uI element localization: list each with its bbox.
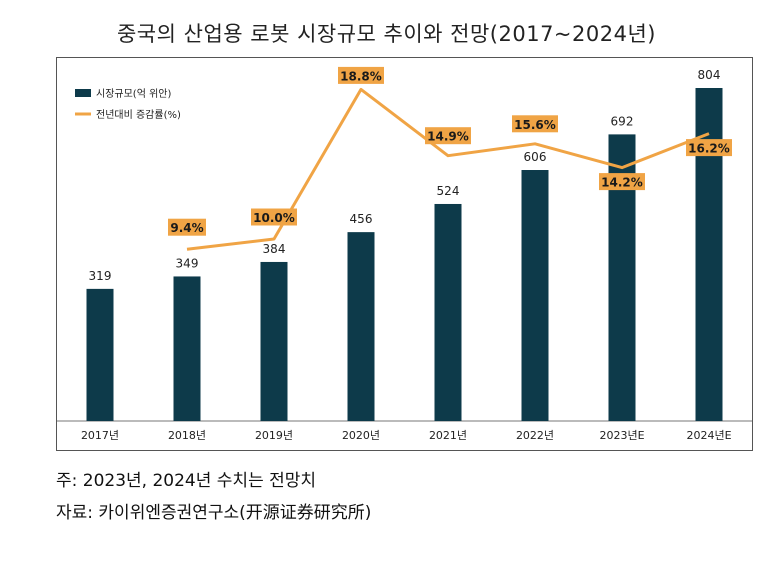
line-label-box <box>338 66 384 84</box>
line-value-label: 18.8% <box>340 69 382 83</box>
line-value-label: 9.4% <box>170 221 203 235</box>
line-label-box <box>686 139 732 157</box>
x-tick-label: 2024년E <box>686 429 731 442</box>
bar <box>260 261 288 421</box>
x-tick-label: 2021년 <box>429 429 467 442</box>
line-value-label: 14.2% <box>601 176 643 190</box>
line-label-box <box>425 127 471 145</box>
line-label-box <box>512 115 558 133</box>
bar <box>521 170 549 421</box>
bar-value-label: 349 <box>176 256 199 270</box>
line-label-box <box>251 208 297 226</box>
source-note: 자료: 카이위엔증권연구소(开源证券研究所) <box>56 503 372 523</box>
bar-value-label: 524 <box>437 184 460 198</box>
bar-value-label: 319 <box>89 269 112 283</box>
chart-frame <box>56 57 753 451</box>
chart-title: 중국의 산업용 로봇 시장규모 추이와 전망(2017~2024년) <box>116 22 656 46</box>
x-tick-label: 2018년 <box>168 429 206 442</box>
line-label-box <box>168 218 206 236</box>
footnote: 주: 2023년, 2024년 수치는 전망치 <box>56 471 317 491</box>
bar-value-label: 384 <box>263 242 286 256</box>
bar-value-label: 456 <box>350 212 373 226</box>
bar-value-label: 606 <box>524 150 547 164</box>
bar <box>86 288 114 421</box>
bar-value-label: 804 <box>698 68 721 82</box>
line-value-label: 14.9% <box>427 130 469 144</box>
x-tick-label: 2022년 <box>516 429 554 442</box>
line-value-label: 16.2% <box>688 142 730 156</box>
x-tick-label: 2020년 <box>342 429 380 442</box>
bar <box>434 203 462 421</box>
growth-line <box>186 87 710 251</box>
bar <box>347 232 375 421</box>
line-value-label: 10.0% <box>253 211 295 225</box>
legend-bar-label: 시장규모(억 위안) <box>96 87 171 100</box>
bar <box>173 276 201 421</box>
x-tick-label: 2019년 <box>255 429 293 442</box>
line-label-box <box>599 173 645 191</box>
x-tick-label: 2023년E <box>599 429 644 442</box>
x-tick-label: 2017년 <box>81 429 119 442</box>
line-value-label: 15.6% <box>514 118 556 132</box>
legend-line-label: 전년대비 증감률(%) <box>96 109 181 121</box>
bar-value-label: 692 <box>611 114 634 128</box>
legend-bar-swatch <box>75 89 91 97</box>
